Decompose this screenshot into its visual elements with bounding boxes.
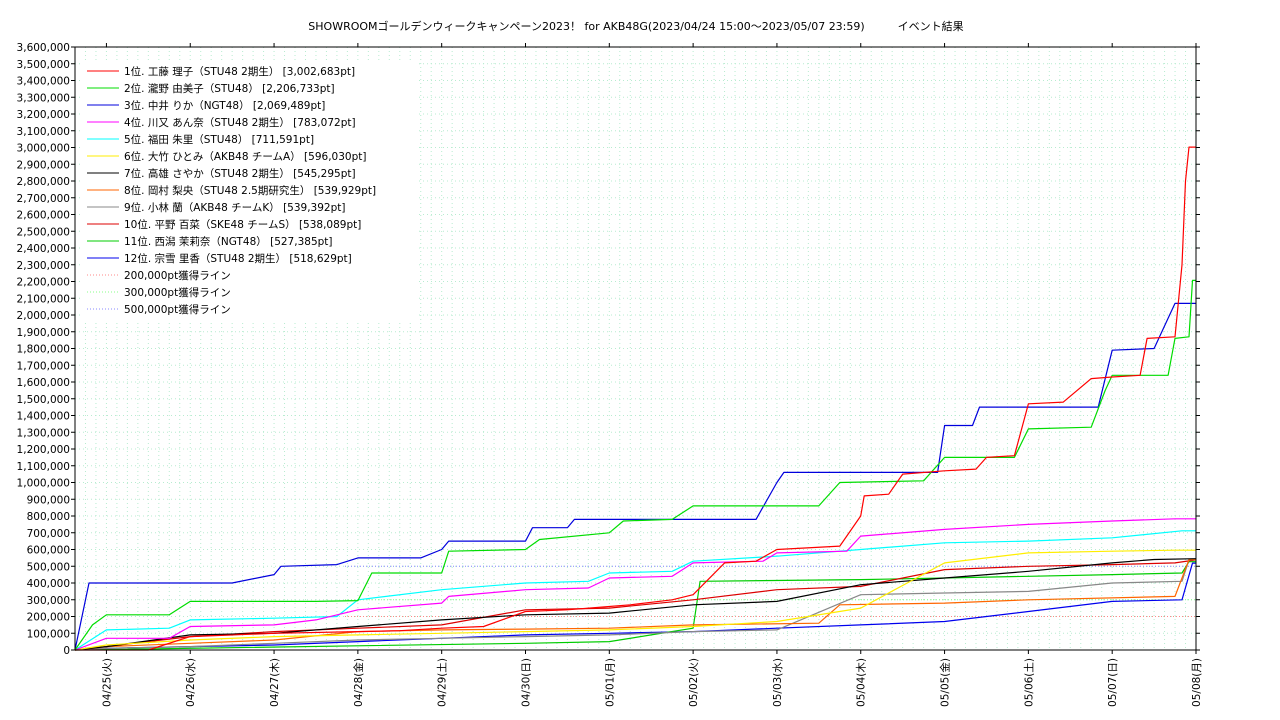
y-tick-label: 500,000 xyxy=(27,561,70,573)
y-tick-label: 2,700,000 xyxy=(17,193,70,205)
series-line xyxy=(74,559,1197,651)
y-tick-label: 1,100,000 xyxy=(17,461,70,473)
y-tick-label: 2,600,000 xyxy=(17,210,70,222)
x-tick-label: 05/07(日) xyxy=(1107,658,1119,707)
legend-label: 12位. 宗雪 里香（STU48 2期生） [518,629pt] xyxy=(124,252,352,265)
y-tick-label: 700,000 xyxy=(27,528,70,540)
y-tick-label: 2,200,000 xyxy=(17,277,70,289)
series-line xyxy=(74,558,1197,651)
y-tick-label: 2,900,000 xyxy=(17,159,70,171)
y-axis: 0 100,000 200,000 300,000 400,000 500,000 600,… xyxy=(17,42,1200,657)
y-tick-label: 1,000,000 xyxy=(17,478,70,490)
x-tick-label: 05/06(土) xyxy=(1022,658,1035,707)
x-tick-label: 04/26(水) xyxy=(185,658,197,707)
y-tick-label: 2,000,000 xyxy=(17,310,70,322)
y-tick-label: 0 xyxy=(63,645,70,657)
legend-label: 8位. 岡村 梨央（STU48 2.5期研究生） [539,929pt] xyxy=(124,184,376,197)
legend-label: 7位. 高雄 さやか（STU48 2期生） [545,295pt] xyxy=(124,167,356,180)
x-tick-label: 04/25(火) xyxy=(101,658,113,707)
x-tick-label: 05/05(金) xyxy=(939,658,952,707)
x-axis: 04/25(火) 04/26(水) 04/27(木) 04/28(金) 04/29(土)… xyxy=(101,43,1203,707)
series-line xyxy=(74,561,1196,651)
y-tick-label: 2,100,000 xyxy=(17,293,70,305)
y-tick-label: 1,700,000 xyxy=(17,360,70,372)
y-tick-label: 2,800,000 xyxy=(17,176,70,188)
x-tick-label: 04/29(土) xyxy=(436,658,449,707)
x-tick-label: 04/28(金) xyxy=(352,658,365,707)
legend-label: 200,000pt獲得ライン xyxy=(124,269,231,282)
y-tick-label: 200,000 xyxy=(27,612,70,624)
y-tick-label: 600,000 xyxy=(27,545,70,557)
x-tick-label: 05/01(月) xyxy=(604,658,616,707)
y-tick-label: 3,300,000 xyxy=(17,92,70,104)
legend: 1位. 工藤 理子（STU48 2期生） [3,002,683pt] 2位. 瀧野… xyxy=(80,60,418,320)
series-line xyxy=(74,279,1196,651)
series-line xyxy=(74,549,1196,651)
y-tick-label: 100,000 xyxy=(27,628,70,640)
y-tick-label: 300,000 xyxy=(27,595,70,607)
y-tick-label: 1,300,000 xyxy=(17,427,70,439)
x-tick-label: 05/03(水) xyxy=(772,658,784,707)
y-tick-label: 1,800,000 xyxy=(17,344,70,356)
series-line xyxy=(74,562,1196,651)
chart-title: SHOWROOMゴールデンウィークキャンペーン2023！ for AKB48G(… xyxy=(308,19,963,33)
y-tick-label: 1,500,000 xyxy=(17,394,70,406)
series-line xyxy=(74,530,1196,651)
y-tick-label: 3,000,000 xyxy=(17,143,70,155)
y-tick-label: 3,600,000 xyxy=(17,42,70,54)
legend-label: 2位. 瀧野 由美子（STU48） [2,206,733pt] xyxy=(124,82,335,95)
y-tick-label: 800,000 xyxy=(27,511,70,523)
y-tick-label: 3,100,000 xyxy=(17,126,70,138)
x-tick-label: 04/30(日) xyxy=(520,658,532,707)
legend-label: 5位. 福田 朱里（STU48） [711,591pt] xyxy=(124,133,314,146)
y-tick-label: 3,400,000 xyxy=(17,76,70,88)
x-tick-label: 04/27(木) xyxy=(269,658,281,707)
x-tick-label: 05/04(木) xyxy=(856,658,868,707)
y-tick-label: 3,200,000 xyxy=(17,109,70,121)
series-line xyxy=(74,559,1196,651)
y-tick-label: 1,400,000 xyxy=(17,411,70,423)
legend-label: 9位. 小林 蘭（AKB48 チームK） [539,392pt] xyxy=(124,201,345,214)
series-line xyxy=(74,559,1196,651)
y-tick-label: 3,500,000 xyxy=(17,59,70,71)
y-tick-label: 1,200,000 xyxy=(17,444,70,456)
y-tick-label: 1,600,000 xyxy=(17,377,70,389)
y-tick-label: 2,400,000 xyxy=(17,243,70,255)
y-tick-label: 900,000 xyxy=(27,494,70,506)
legend-label: 500,000pt獲得ライン xyxy=(124,303,231,316)
legend-label: 6位. 大竹 ひとみ（AKB48 チームA） [596,030pt] xyxy=(124,150,366,163)
legend-label: 11位. 西潟 茉莉奈（NGT48） [527,385pt] xyxy=(124,235,333,248)
y-tick-label: 400,000 xyxy=(27,578,70,590)
series-line xyxy=(75,146,1196,651)
legend-label: 3位. 中井 りか（NGT48） [2,069,489pt] xyxy=(124,99,325,112)
series-layer xyxy=(74,146,1197,651)
y-tick-label: 2,500,000 xyxy=(17,226,70,238)
y-tick-label: 1,900,000 xyxy=(17,327,70,339)
legend-label: 300,000pt獲得ライン xyxy=(124,286,231,299)
legend-label: 10位. 平野 百菜（SKE48 チームS） [538,089pt] xyxy=(124,218,361,231)
y-tick-label: 2,300,000 xyxy=(17,260,70,272)
x-tick-label: 05/02(火) xyxy=(688,658,700,707)
x-tick-label: 05/08(月) xyxy=(1191,658,1203,707)
series-line xyxy=(74,302,1196,651)
series-line xyxy=(74,518,1196,651)
legend-background xyxy=(80,60,418,320)
legend-label: 1位. 工藤 理子（STU48 2期生） [3,002,683pt] xyxy=(124,65,355,78)
legend-label: 4位. 川又 あん奈（STU48 2期生） [783,072pt] xyxy=(124,116,356,129)
